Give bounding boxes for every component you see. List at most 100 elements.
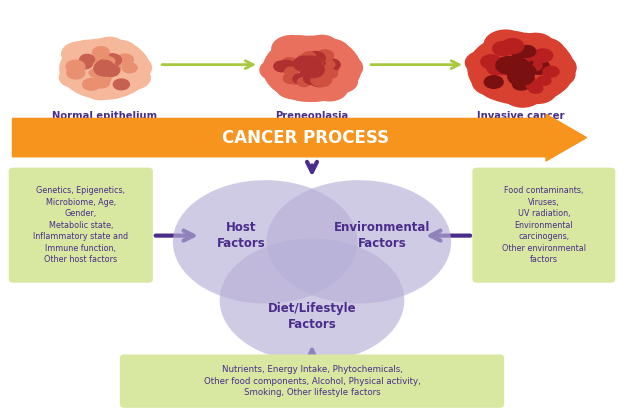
Circle shape xyxy=(280,60,295,71)
Circle shape xyxy=(506,65,529,80)
Circle shape xyxy=(515,64,531,75)
Circle shape xyxy=(323,59,340,70)
Circle shape xyxy=(104,65,119,75)
Circle shape xyxy=(285,75,323,101)
Circle shape xyxy=(537,76,551,85)
Circle shape xyxy=(505,67,519,76)
Circle shape xyxy=(525,79,541,89)
Circle shape xyxy=(60,39,150,99)
Circle shape xyxy=(266,180,451,304)
Circle shape xyxy=(514,77,531,89)
Circle shape xyxy=(528,60,550,74)
FancyArrow shape xyxy=(12,114,587,161)
Circle shape xyxy=(281,36,319,61)
Circle shape xyxy=(537,62,575,87)
Circle shape xyxy=(274,61,290,72)
Text: Invasive cancer: Invasive cancer xyxy=(477,111,565,121)
Circle shape xyxy=(260,59,291,80)
Circle shape xyxy=(468,33,574,104)
FancyBboxPatch shape xyxy=(120,354,504,408)
Circle shape xyxy=(100,75,110,83)
Circle shape xyxy=(173,180,358,304)
Circle shape xyxy=(520,52,534,61)
Circle shape xyxy=(104,62,120,73)
Circle shape xyxy=(481,42,518,66)
Circle shape xyxy=(220,239,404,362)
Circle shape xyxy=(95,60,114,73)
Circle shape xyxy=(110,50,147,75)
Circle shape xyxy=(300,56,321,71)
Text: Diet/Lifestyle
Factors: Diet/Lifestyle Factors xyxy=(268,301,356,331)
Circle shape xyxy=(313,59,325,67)
Circle shape xyxy=(310,74,329,87)
Circle shape xyxy=(66,60,85,73)
Circle shape xyxy=(324,45,353,64)
Circle shape xyxy=(95,60,106,68)
Circle shape xyxy=(97,63,115,75)
Circle shape xyxy=(297,55,312,65)
Circle shape xyxy=(82,78,100,90)
Circle shape xyxy=(313,70,328,80)
Circle shape xyxy=(106,75,135,94)
Circle shape xyxy=(520,79,556,103)
Circle shape xyxy=(324,70,338,78)
Circle shape xyxy=(480,72,522,100)
Circle shape xyxy=(92,47,109,58)
Circle shape xyxy=(93,75,129,99)
Circle shape xyxy=(532,68,570,93)
Circle shape xyxy=(267,65,297,85)
Circle shape xyxy=(290,76,302,84)
Circle shape xyxy=(80,54,95,64)
Circle shape xyxy=(484,30,527,59)
Circle shape xyxy=(100,40,137,65)
Circle shape xyxy=(64,53,95,74)
Circle shape xyxy=(492,78,526,101)
Text: Preneoplasia: Preneoplasia xyxy=(275,111,349,121)
Circle shape xyxy=(321,63,339,74)
Circle shape xyxy=(302,62,322,75)
Circle shape xyxy=(107,59,119,66)
Circle shape xyxy=(511,47,528,58)
Circle shape xyxy=(518,33,554,58)
Circle shape xyxy=(510,68,528,80)
Circle shape xyxy=(305,35,338,58)
Circle shape xyxy=(520,58,533,67)
Circle shape xyxy=(62,42,98,66)
Circle shape xyxy=(472,68,514,96)
Circle shape xyxy=(304,58,323,70)
Circle shape xyxy=(117,54,134,65)
Text: Normal epithelium: Normal epithelium xyxy=(52,111,157,121)
Circle shape xyxy=(89,40,114,58)
Circle shape xyxy=(94,77,109,88)
Circle shape xyxy=(487,62,506,75)
Circle shape xyxy=(102,65,120,76)
Circle shape xyxy=(83,76,119,100)
Circle shape xyxy=(303,52,316,60)
Circle shape xyxy=(503,80,542,107)
Text: Food contaminants,
Viruses,
UV radiation,
Environmental
carcinogens,
Other envir: Food contaminants, Viruses, UV radiation… xyxy=(502,186,586,264)
Circle shape xyxy=(510,58,529,70)
Text: CANCER PROCESS: CANCER PROCESS xyxy=(222,128,389,147)
Circle shape xyxy=(477,43,517,70)
Circle shape xyxy=(517,65,536,77)
Circle shape xyxy=(94,37,125,58)
Circle shape xyxy=(69,72,96,90)
Circle shape xyxy=(512,35,544,56)
Circle shape xyxy=(275,73,314,99)
Circle shape xyxy=(293,74,308,84)
Circle shape xyxy=(508,68,534,85)
Circle shape xyxy=(529,64,542,73)
Circle shape xyxy=(114,79,129,90)
Circle shape xyxy=(306,52,325,65)
Circle shape xyxy=(89,69,101,77)
Circle shape xyxy=(529,84,543,93)
Circle shape xyxy=(543,66,559,77)
Circle shape xyxy=(117,67,150,89)
Circle shape xyxy=(272,35,311,62)
Circle shape xyxy=(62,56,95,78)
Circle shape xyxy=(268,49,305,73)
Circle shape xyxy=(115,45,142,63)
Circle shape xyxy=(324,70,358,93)
FancyBboxPatch shape xyxy=(472,168,615,283)
Text: Host
Factors: Host Factors xyxy=(217,221,266,250)
